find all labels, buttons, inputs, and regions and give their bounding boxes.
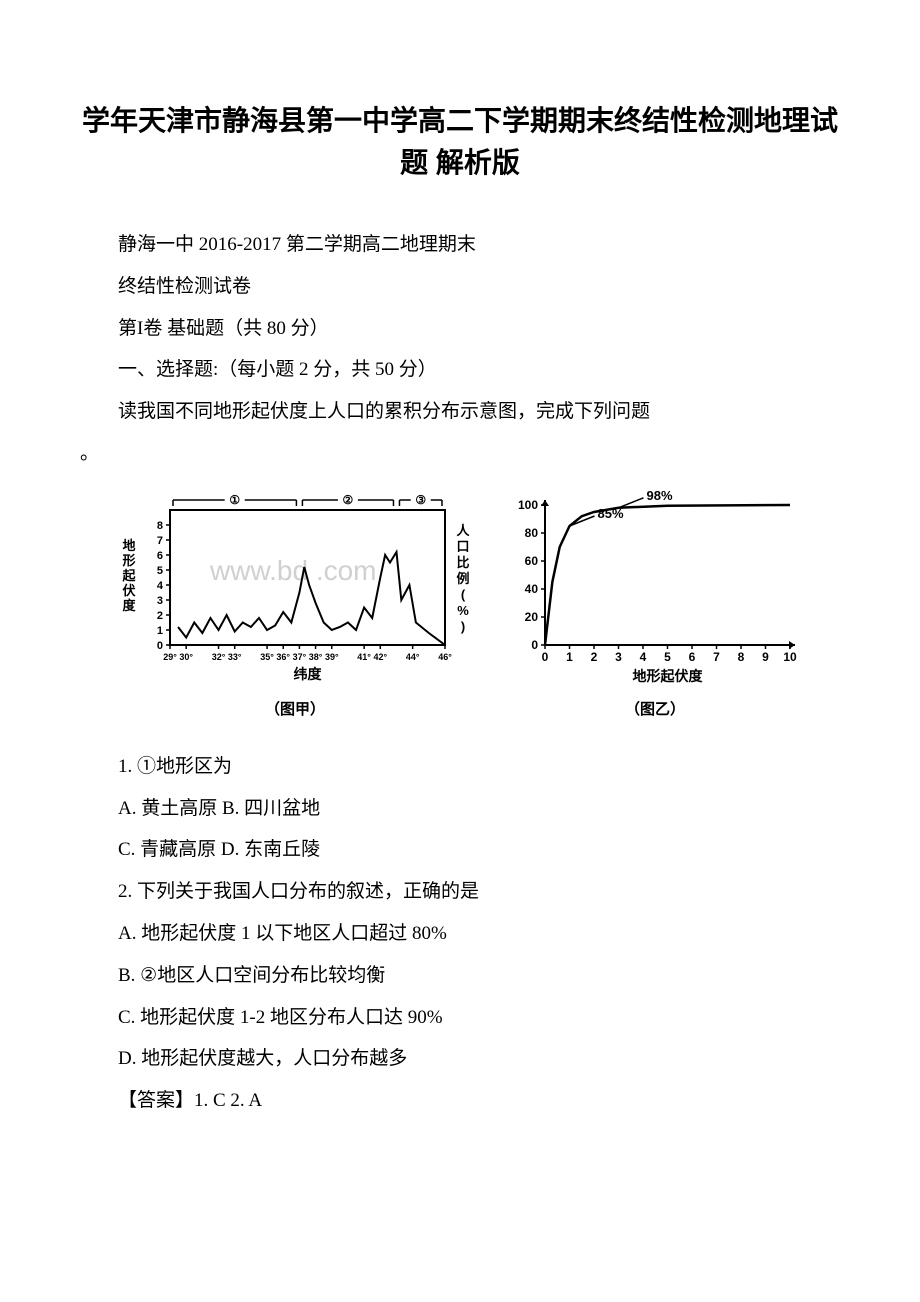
svg-text:1: 1 xyxy=(157,625,163,637)
svg-text:%: % xyxy=(457,603,469,618)
svg-text:4: 4 xyxy=(640,650,647,664)
svg-text:比: 比 xyxy=(456,555,469,570)
intro-line-2: 终结性检测试卷 xyxy=(80,266,840,308)
chart-1: www.bd .com 0 1 2 3 4 5 6 7 8 29°30° 32°33° 35°36°37… xyxy=(115,485,475,685)
svg-text:35°: 35° xyxy=(260,652,274,662)
svg-text:0: 0 xyxy=(157,640,163,652)
svg-text:7: 7 xyxy=(713,650,720,664)
chart-1-wrapper: www.bd .com 0 1 2 3 4 5 6 7 8 29°30° 32°33° 35°36°37… xyxy=(115,485,475,726)
intro-line-1: 静海一中 2016-2017 第二学期高二地理期末 xyxy=(80,224,840,266)
svg-text:地: 地 xyxy=(122,538,135,553)
charts-row: www.bd .com01234567829°30°32°33°35°36°37… xyxy=(80,485,840,726)
chart-2: 0 20 40 60 80 100 0 1 2 3 4 5 6 7 8 9 10 85% 98% 地形起伏度 xyxy=(505,485,805,685)
svg-text:0: 0 xyxy=(531,638,538,652)
svg-text:3: 3 xyxy=(615,650,622,664)
svg-text:98%: 98% xyxy=(647,488,673,503)
chart-2-caption: （图乙） xyxy=(625,693,685,726)
svg-text:29°: 29° xyxy=(163,652,177,662)
svg-text:10: 10 xyxy=(783,650,797,664)
svg-text:5: 5 xyxy=(664,650,671,664)
svg-text:): ) xyxy=(461,619,465,634)
q2-option-a: A. 地形起伏度 1 以下地区人口超过 80% xyxy=(80,913,840,955)
svg-text:度: 度 xyxy=(122,598,136,613)
document-content: 静海一中 2016-2017 第二学期高二地理期末 终结性检测试卷 第I卷 基础… xyxy=(80,224,840,1122)
svg-text:②: ② xyxy=(343,493,354,507)
svg-text:www.bd .com: www.bd .com xyxy=(209,555,377,586)
svg-text:44°: 44° xyxy=(406,652,420,662)
svg-text:80: 80 xyxy=(525,526,539,540)
svg-text:③: ③ xyxy=(415,493,426,507)
q1-option-cd: C. 青藏高原 D. 东南丘陵 xyxy=(80,829,840,871)
svg-text:85%: 85% xyxy=(598,506,624,521)
svg-text:①: ① xyxy=(229,493,240,507)
chart-1-caption: （图甲） xyxy=(265,693,325,726)
svg-text:伏: 伏 xyxy=(122,583,135,598)
svg-text:起: 起 xyxy=(121,568,136,583)
svg-text:36°: 36° xyxy=(276,652,290,662)
q2-stem: 2. 下列关于我国人口分布的叙述，正确的是 xyxy=(80,871,840,913)
intro-line-4: 一、选择题:（每小题 2 分，共 50 分） xyxy=(80,349,840,391)
svg-text:人: 人 xyxy=(456,523,470,538)
svg-text:60: 60 xyxy=(525,554,539,568)
svg-text:1: 1 xyxy=(566,650,573,664)
svg-text:32°: 32° xyxy=(212,652,226,662)
q2-option-c: C. 地形起伏度 1-2 地区分布人口达 90% xyxy=(80,997,840,1039)
intro-period: 。 xyxy=(80,433,840,475)
svg-text:39°: 39° xyxy=(325,652,339,662)
svg-text:5: 5 xyxy=(157,565,163,577)
q2-option-b: B. ②地区人口空间分布比较均衡 xyxy=(80,955,840,997)
svg-text:9: 9 xyxy=(762,650,769,664)
svg-text:40: 40 xyxy=(525,582,539,596)
svg-text:(: ( xyxy=(461,587,466,602)
svg-text:口: 口 xyxy=(456,539,469,554)
q1-option-ab: A. 黄土高原 B. 四川盆地 xyxy=(80,788,840,830)
svg-text:4: 4 xyxy=(157,580,164,592)
svg-text:20: 20 xyxy=(525,610,539,624)
svg-text:地形起伏度: 地形起伏度 xyxy=(633,668,704,684)
svg-text:30°: 30° xyxy=(179,652,193,662)
svg-text:41°: 41° xyxy=(357,652,371,662)
document-title: 学年天津市静海县第一中学高二下学期期末终结性检测地理试题 解析版 xyxy=(80,100,840,184)
svg-text:3: 3 xyxy=(157,595,163,607)
svg-text:纬度: 纬度 xyxy=(294,666,323,682)
q2-option-d: D. 地形起伏度越大，人口分布越多 xyxy=(80,1038,840,1080)
svg-text:6: 6 xyxy=(157,550,163,562)
svg-text:2: 2 xyxy=(591,650,598,664)
svg-text:2: 2 xyxy=(157,610,163,622)
svg-text:0: 0 xyxy=(542,650,549,664)
intro-line-3: 第I卷 基础题（共 80 分） xyxy=(80,308,840,350)
svg-text:形: 形 xyxy=(122,553,135,568)
svg-text:46°: 46° xyxy=(438,652,452,662)
svg-text:例: 例 xyxy=(456,571,469,586)
intro-line-5: 读我国不同地形起伏度上人口的累积分布示意图，完成下列问题 xyxy=(80,391,840,433)
answer-line: 【答案】1. C 2. A xyxy=(80,1080,840,1122)
svg-text:6: 6 xyxy=(689,650,696,664)
svg-text:38°: 38° xyxy=(309,652,323,662)
svg-text:8: 8 xyxy=(738,650,745,664)
svg-text:8: 8 xyxy=(157,520,163,532)
chart-2-wrapper: 0 20 40 60 80 100 0 1 2 3 4 5 6 7 8 9 10 85% 98% 地形起伏度 （图乙） xyxy=(505,485,805,726)
svg-text:37°: 37° xyxy=(293,652,307,662)
q1-stem: 1. ①地形区为 xyxy=(80,746,840,788)
svg-text:42°: 42° xyxy=(373,652,387,662)
svg-text:100: 100 xyxy=(518,498,538,512)
svg-text:7: 7 xyxy=(157,535,163,547)
svg-text:33°: 33° xyxy=(228,652,242,662)
